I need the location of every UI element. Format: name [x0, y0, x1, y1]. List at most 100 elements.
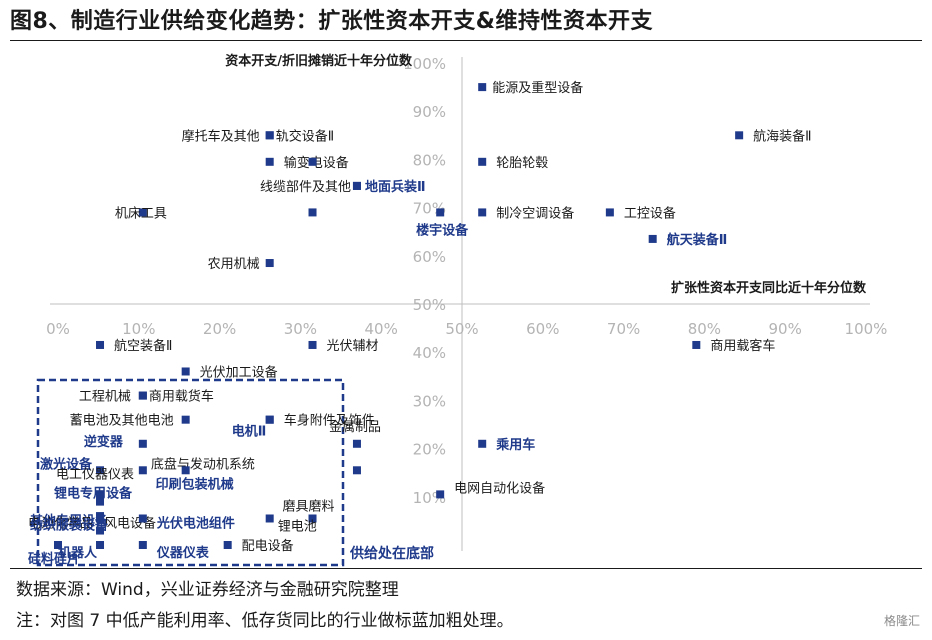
point-label: 摩托车及其他	[182, 128, 260, 144]
y-tick-label: 100%	[403, 55, 446, 73]
point-marker	[181, 415, 190, 424]
point-label: 金属制品	[329, 419, 381, 435]
point-label: 航空装备Ⅱ	[114, 338, 172, 354]
point-label: 其他专用设备	[30, 513, 109, 529]
point-marker	[478, 83, 487, 92]
point-label: 硅料硅片	[28, 551, 80, 567]
point-label: 机器人	[58, 545, 98, 561]
footnote: 注：对图 7 中低产能利用率、低存货同比的行业做标蓝加粗处理。	[16, 611, 514, 631]
point-marker	[352, 466, 361, 475]
x-tick-label: 30%	[284, 320, 317, 338]
x-tick-label: 40%	[365, 320, 398, 338]
point-label: 仪器仪表	[156, 545, 210, 561]
bottom-supply-region	[36, 378, 345, 567]
title-divider	[10, 40, 922, 41]
point-marker	[436, 208, 445, 217]
point-label: 地面兵装Ⅱ	[365, 179, 426, 195]
point-label: 锂电池	[278, 519, 317, 534]
point-marker	[265, 259, 274, 268]
point-label: 商用载客车	[710, 338, 775, 354]
x-axis-title: 扩张性资本开支同比近十年分位数	[671, 280, 867, 296]
point-label: 光伏电池组件	[156, 515, 235, 531]
x-tick-label: 100%	[845, 320, 888, 338]
point-label: 风电设备	[104, 515, 156, 531]
point-label: 电机Ⅱ	[232, 424, 267, 440]
point-marker	[265, 157, 274, 166]
point-label: 蓄电池及其他电池	[70, 414, 174, 429]
y-tick-label: 90%	[413, 103, 446, 121]
point-label: 机床工具	[115, 206, 167, 221]
point-label: 能源及重型设备	[492, 80, 583, 96]
point-marker	[96, 526, 105, 535]
point-label: 电网自动化设备	[454, 480, 545, 496]
point-marker	[478, 157, 487, 166]
point-label: 制冷空调设备	[496, 205, 574, 221]
y-axis-title: 资本开支/折旧摊销近十年分位数	[225, 53, 413, 69]
point-label: 光伏加工设备	[200, 364, 278, 380]
x-tick-label: 0%	[46, 320, 70, 338]
point-label: 印刷包装机械	[156, 476, 234, 492]
source-note: 数据来源：Wind，兴业证券经济与金融研究院整理	[16, 580, 399, 600]
point-label: 楼宇设备	[416, 222, 469, 238]
point-marker	[692, 340, 701, 349]
point-label: 工控设备	[624, 205, 676, 221]
x-tick-label: 90%	[769, 320, 802, 338]
point-marker	[138, 466, 147, 475]
point-marker	[96, 490, 105, 499]
x-tick-label: 70%	[607, 320, 640, 338]
point-marker	[96, 466, 105, 475]
point-marker	[138, 541, 147, 549]
point-label: 配电设备	[242, 538, 294, 554]
point-label: 航海装备Ⅱ	[753, 128, 811, 144]
point-label: 纺织服装设备	[30, 518, 109, 534]
x-tick-label: 60%	[526, 320, 559, 338]
point-label: 轨交设备Ⅱ	[276, 128, 334, 144]
point-marker	[648, 234, 657, 243]
point-label: 工程机械	[79, 390, 131, 405]
y-tick-label: 60%	[413, 248, 446, 266]
point-marker	[265, 131, 274, 140]
point-label: 车身附件及饰件	[284, 413, 375, 429]
point-label: 轮胎轮毂	[496, 156, 548, 171]
x-tick-label: 50%	[445, 320, 478, 338]
y-tick-label: 20%	[413, 441, 446, 459]
point-label: 激光设备	[40, 456, 93, 472]
point-marker	[181, 367, 190, 376]
point-marker	[352, 439, 361, 448]
point-label: 逆变器	[84, 434, 124, 450]
point-marker	[265, 415, 274, 424]
y-tick-label: 50%	[413, 296, 446, 314]
point-marker	[308, 340, 317, 349]
point-marker	[308, 208, 317, 217]
y-tick-label: 80%	[413, 151, 446, 169]
x-tick-label: 10%	[122, 320, 155, 338]
point-marker	[54, 541, 62, 549]
point-label: 磨具磨料	[283, 499, 335, 514]
point-marker	[223, 541, 232, 549]
y-tick-label: 40%	[413, 344, 446, 362]
point-label: 乘用车	[495, 437, 535, 453]
point-marker	[735, 131, 744, 140]
point-marker	[96, 541, 105, 549]
x-tick-label: 80%	[688, 320, 721, 338]
point-marker	[605, 208, 614, 217]
point-marker	[352, 181, 361, 190]
watermark: 格隆汇	[883, 614, 920, 628]
point-marker	[308, 514, 317, 523]
point-marker	[436, 490, 445, 499]
point-marker	[96, 340, 105, 349]
page-title: 图8、制造行业供给变化趋势：扩张性资本开支&维持性资本开支	[10, 9, 653, 34]
point-marker	[181, 466, 190, 475]
point-marker	[138, 208, 147, 217]
point-marker	[308, 157, 317, 166]
point-label: 锂电专用设备	[54, 486, 133, 502]
point-marker	[265, 514, 274, 523]
point-label: 航天装备Ⅱ	[667, 232, 728, 248]
point-marker	[138, 391, 147, 400]
point-marker	[478, 439, 487, 448]
point-label: 线缆部件及其他	[260, 179, 351, 195]
point-label: 光伏辅材	[327, 339, 379, 354]
footer-divider	[10, 568, 922, 569]
point-marker	[138, 514, 147, 523]
